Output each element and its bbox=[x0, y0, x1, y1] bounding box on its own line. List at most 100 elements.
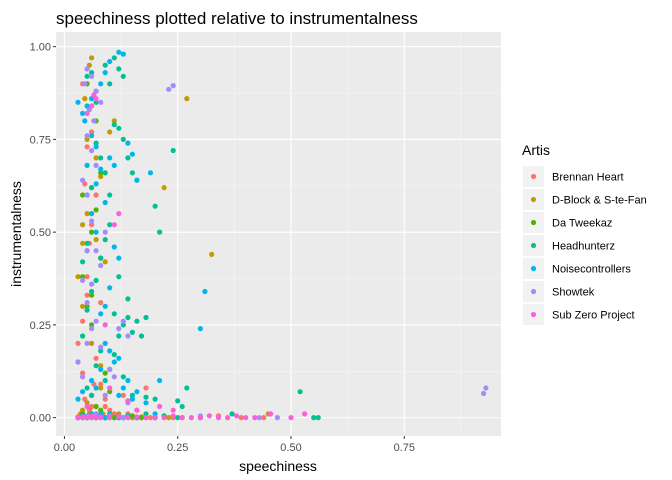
data-point bbox=[120, 322, 126, 328]
data-point bbox=[107, 366, 113, 372]
data-point bbox=[98, 344, 104, 350]
data-point bbox=[89, 218, 95, 224]
data-point bbox=[98, 255, 104, 261]
data-point bbox=[89, 322, 95, 328]
data-point bbox=[80, 274, 86, 280]
legend-item: Showtek bbox=[523, 281, 595, 302]
data-point bbox=[98, 407, 104, 413]
series-6 bbox=[75, 92, 308, 421]
legend-label: D-Block & S-te-Fan bbox=[552, 195, 647, 207]
data-point bbox=[116, 49, 122, 55]
data-point bbox=[197, 326, 203, 332]
data-point bbox=[116, 326, 122, 332]
data-point bbox=[170, 413, 176, 419]
data-point bbox=[184, 385, 190, 391]
data-point bbox=[157, 229, 163, 235]
data-point bbox=[89, 73, 95, 79]
legend-label: Da Tweekaz bbox=[552, 218, 612, 230]
data-point bbox=[91, 92, 97, 98]
legend-marker bbox=[530, 288, 537, 295]
series-5 bbox=[75, 66, 489, 421]
data-point bbox=[84, 303, 90, 309]
data-point bbox=[147, 415, 154, 421]
data-point bbox=[93, 207, 99, 213]
data-point bbox=[116, 355, 122, 361]
data-point bbox=[125, 140, 131, 146]
data-point bbox=[134, 318, 140, 324]
data-point bbox=[98, 385, 104, 391]
data-point bbox=[75, 415, 81, 421]
data-point bbox=[93, 248, 99, 254]
data-point bbox=[80, 389, 86, 395]
legend-marker bbox=[530, 196, 537, 203]
data-point bbox=[107, 81, 113, 87]
data-point bbox=[82, 118, 88, 124]
data-point bbox=[84, 340, 90, 346]
data-point bbox=[152, 203, 158, 209]
data-point bbox=[98, 170, 104, 176]
data-point bbox=[102, 62, 108, 68]
y-axis: 0.00 0.25 0.50 0.75 1.00 bbox=[30, 42, 56, 425]
data-point bbox=[89, 288, 95, 295]
data-point bbox=[125, 314, 131, 321]
data-point bbox=[252, 415, 258, 421]
data-point bbox=[143, 411, 149, 417]
legend-marker bbox=[530, 311, 537, 318]
data-point bbox=[98, 366, 104, 372]
data-point bbox=[138, 333, 145, 339]
legend-label: Headhunterz bbox=[552, 241, 615, 253]
data-point bbox=[134, 407, 140, 413]
data-point bbox=[152, 411, 158, 417]
data-point bbox=[82, 96, 88, 102]
data-point bbox=[89, 129, 95, 135]
data-point bbox=[98, 262, 104, 269]
data-point bbox=[129, 170, 135, 176]
data-point bbox=[125, 415, 131, 421]
data-point bbox=[80, 374, 86, 380]
data-point bbox=[102, 403, 108, 410]
data-point bbox=[116, 125, 122, 131]
data-point bbox=[89, 133, 95, 139]
data-point bbox=[288, 415, 294, 421]
data-point bbox=[147, 170, 154, 176]
data-point bbox=[93, 411, 99, 417]
data-point bbox=[89, 103, 95, 109]
data-point bbox=[102, 237, 108, 243]
x-axis-title: speechiness bbox=[239, 458, 317, 474]
data-point bbox=[98, 363, 104, 369]
data-point bbox=[261, 415, 267, 421]
data-point bbox=[89, 185, 95, 191]
data-point bbox=[80, 370, 86, 376]
data-point bbox=[80, 303, 86, 309]
data-point bbox=[111, 222, 117, 228]
data-point bbox=[102, 70, 108, 76]
data-point bbox=[93, 237, 99, 243]
y-tick-label: 0.00 bbox=[30, 413, 51, 425]
data-point bbox=[138, 415, 145, 421]
data-point bbox=[102, 396, 108, 402]
data-point bbox=[80, 259, 86, 265]
data-point bbox=[98, 414, 104, 420]
data-point bbox=[111, 359, 117, 365]
data-point bbox=[89, 413, 95, 419]
data-point bbox=[170, 147, 176, 154]
data-point bbox=[274, 415, 280, 421]
data-point bbox=[89, 377, 95, 384]
data-point bbox=[84, 400, 90, 406]
data-point bbox=[111, 55, 117, 61]
data-point bbox=[102, 259, 108, 265]
legend-item: Headhunterz bbox=[523, 235, 615, 256]
data-point bbox=[84, 133, 90, 139]
data-point bbox=[111, 374, 117, 380]
data-point bbox=[243, 415, 249, 421]
data-point bbox=[120, 318, 126, 324]
data-point bbox=[93, 363, 99, 369]
data-point bbox=[161, 185, 167, 191]
data-point bbox=[297, 389, 303, 395]
data-point bbox=[98, 173, 104, 180]
data-point bbox=[111, 352, 117, 358]
data-point bbox=[197, 415, 203, 421]
y-tick-label: 0.50 bbox=[30, 227, 51, 239]
data-point bbox=[93, 415, 99, 421]
data-point bbox=[129, 413, 135, 419]
